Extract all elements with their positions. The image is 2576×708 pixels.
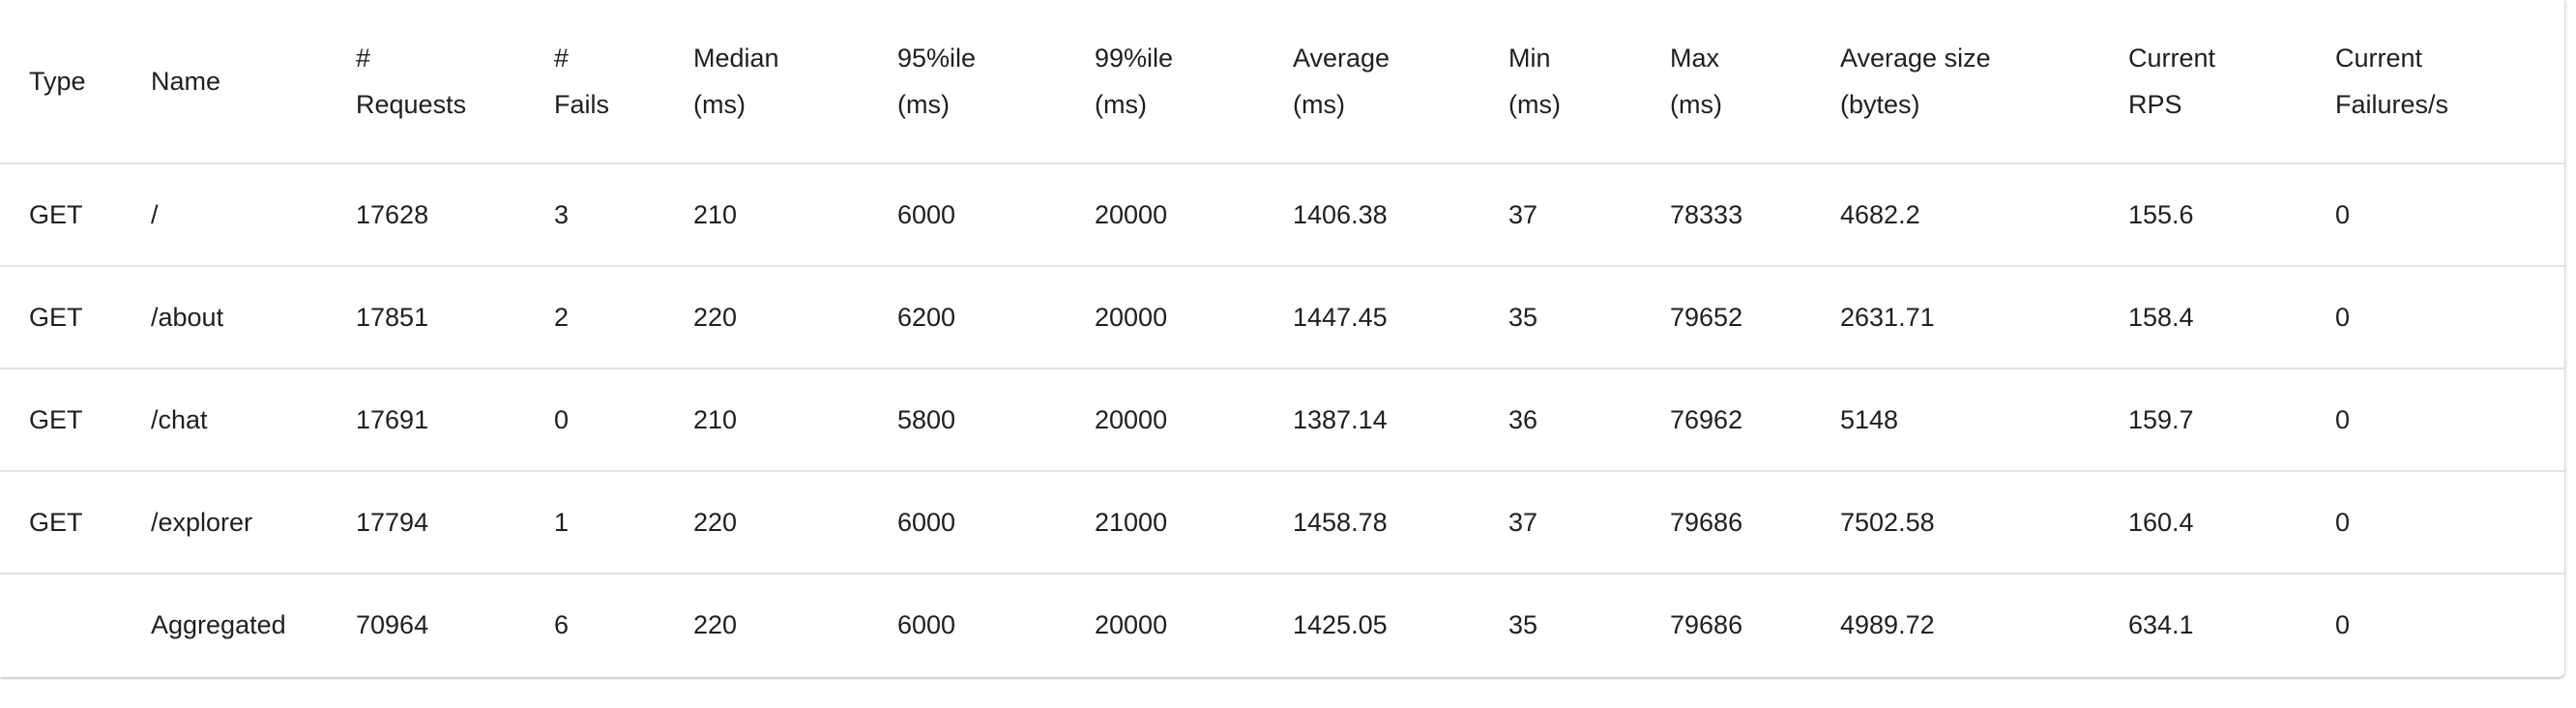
cell-current-failures: 0 <box>2306 163 2564 267</box>
cell-name: / <box>122 163 327 267</box>
cell-95ile: 6000 <box>897 610 956 639</box>
cell-requests: 17691 <box>327 369 525 472</box>
column-header-min[interactable]: Min (ms) <box>1479 0 1641 164</box>
cell-average-size: 4989.72 <box>1840 610 1935 639</box>
cell-95ile: 6000 <box>868 471 1066 575</box>
column-header-type[interactable]: Type <box>0 0 122 164</box>
cell-min: 36 <box>1479 369 1641 472</box>
cell-max: 79686 <box>1670 610 1743 639</box>
cell-average: 1425.05 <box>1293 610 1388 639</box>
column-header-median[interactable]: Median (ms) <box>664 0 868 164</box>
cell-type: GET <box>0 163 122 267</box>
cell-99ile: 20000 <box>1066 266 1264 369</box>
cell-99ile: 20000 <box>1066 163 1264 267</box>
cell-name: Aggregated <box>151 610 286 639</box>
cell-median: 220 <box>664 471 868 575</box>
cell-type: GET <box>0 266 122 369</box>
cell-min: 35 <box>1479 266 1641 369</box>
cell-fails: 3 <box>525 163 664 267</box>
cell-average-size: 4682.2 <box>1811 163 2099 267</box>
cell-max: 79652 <box>1641 266 1811 369</box>
column-header-average-size[interactable]: Average size (bytes) <box>1811 0 2099 164</box>
cell-current-rps: 159.7 <box>2099 369 2306 472</box>
cell-99ile: 21000 <box>1066 471 1264 575</box>
cell-fails: 6 <box>554 610 570 639</box>
cell-average-size: 7502.58 <box>1811 471 2099 575</box>
column-header-current-failures[interactable]: Current Failures/s <box>2306 0 2564 164</box>
cell-median: 210 <box>664 163 868 267</box>
cell-current-failures: 0 <box>2306 369 2564 472</box>
request-statistics-table: Type Name # Requests # Fails Median (ms) 95… <box>0 0 2564 676</box>
cell-current-rps: 158.4 <box>2099 266 2306 369</box>
cell-requests: 70964 <box>356 610 429 639</box>
cell-type <box>0 574 122 676</box>
cell-median: 220 <box>693 610 738 639</box>
cell-name: /explorer <box>122 471 327 575</box>
cell-current-rps: 155.6 <box>2099 163 2306 267</box>
cell-min: 37 <box>1479 163 1641 267</box>
cell-name: /chat <box>122 369 327 472</box>
cell-min: 37 <box>1479 471 1641 575</box>
cell-average: 1458.78 <box>1264 471 1479 575</box>
cell-95ile: 6000 <box>868 163 1066 267</box>
header-row: Type Name # Requests # Fails Median (ms) 95… <box>0 0 2564 164</box>
aggregated-row: Aggregated 70964 6 220 6000 20000 1425.0… <box>0 574 2564 676</box>
cell-median: 220 <box>664 266 868 369</box>
column-header-requests[interactable]: # Requests <box>327 0 525 164</box>
cell-type: GET <box>0 471 122 575</box>
cell-current-failures: 0 <box>2306 266 2564 369</box>
cell-99ile: 20000 <box>1066 369 1264 472</box>
cell-average: 1387.14 <box>1264 369 1479 472</box>
cell-average: 1447.45 <box>1264 266 1479 369</box>
table-row: GET /chat 17691 0 210 5800 20000 1387.14… <box>0 369 2564 472</box>
table-row: GET /explorer 17794 1 220 6000 21000 145… <box>0 471 2564 575</box>
stats-table-card: Type Name # Requests # Fails Median (ms) 95… <box>0 0 2564 676</box>
table-row: GET /about 17851 2 220 6200 20000 1447.4… <box>0 266 2564 369</box>
cell-name: /about <box>122 266 327 369</box>
column-header-current-rps[interactable]: Current RPS <box>2099 0 2306 164</box>
cell-95ile: 6200 <box>868 266 1066 369</box>
cell-requests: 17628 <box>327 163 525 267</box>
cell-average: 1406.38 <box>1264 163 1479 267</box>
cell-requests: 17794 <box>327 471 525 575</box>
cell-current-failures: 0 <box>2335 610 2351 639</box>
cell-average-size: 2631.71 <box>1811 266 2099 369</box>
cell-max: 78333 <box>1641 163 1811 267</box>
cell-99ile: 20000 <box>1095 610 1168 639</box>
cell-average-size: 5148 <box>1811 369 2099 472</box>
cell-current-rps: 160.4 <box>2099 471 2306 575</box>
cell-median: 210 <box>664 369 868 472</box>
cell-max: 79686 <box>1641 471 1811 575</box>
column-header-name[interactable]: Name <box>122 0 327 164</box>
cell-fails: 0 <box>525 369 664 472</box>
column-header-99ile[interactable]: 99%ile (ms) <box>1066 0 1264 164</box>
column-header-95ile[interactable]: 95%ile (ms) <box>868 0 1066 164</box>
cell-fails: 2 <box>525 266 664 369</box>
column-header-max[interactable]: Max (ms) <box>1641 0 1811 164</box>
cell-current-rps: 634.1 <box>2128 610 2194 639</box>
cell-max: 76962 <box>1641 369 1811 472</box>
cell-requests: 17851 <box>327 266 525 369</box>
cell-fails: 1 <box>525 471 664 575</box>
column-header-average[interactable]: Average (ms) <box>1264 0 1479 164</box>
cell-current-failures: 0 <box>2306 471 2564 575</box>
cell-95ile: 5800 <box>868 369 1066 472</box>
cell-min: 35 <box>1508 610 1538 639</box>
column-header-fails[interactable]: # Fails <box>525 0 664 164</box>
cell-type: GET <box>0 369 122 472</box>
table-row: GET / 17628 3 210 6000 20000 1406.38 37 … <box>0 163 2564 267</box>
